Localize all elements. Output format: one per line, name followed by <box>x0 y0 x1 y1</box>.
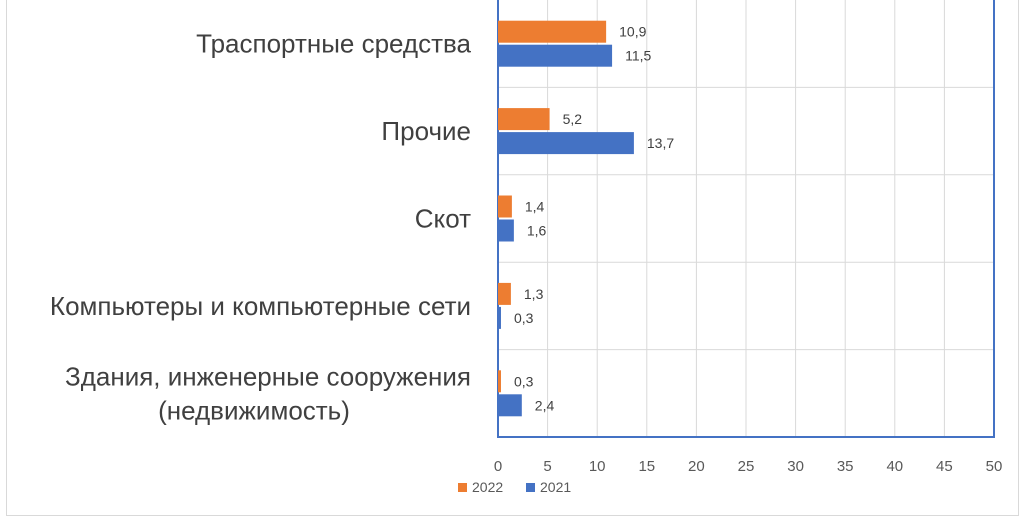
data-label: 0,3 <box>514 310 534 326</box>
bar-2022 <box>498 370 501 393</box>
x-tick-label: 10 <box>589 458 606 475</box>
x-tick-label: 25 <box>738 458 755 475</box>
x-tick-label: 40 <box>886 458 903 475</box>
bar-2021 <box>498 394 522 417</box>
x-tick-label: 45 <box>936 458 953 475</box>
x-tick-label: 50 <box>986 458 1003 475</box>
x-tick-label: 35 <box>837 458 854 475</box>
legend-label: 2022 <box>472 479 503 495</box>
bar-2021 <box>498 219 514 242</box>
data-label: 1,4 <box>525 199 545 215</box>
bar-2021 <box>498 44 613 67</box>
legend-swatch-2022 <box>458 483 467 492</box>
x-tick-label: 15 <box>638 458 655 475</box>
bar-2021 <box>498 132 634 155</box>
x-tick-label: 20 <box>688 458 705 475</box>
legend-label: 2021 <box>540 479 571 495</box>
bar-2021 <box>498 306 501 329</box>
x-tick-label: 0 <box>494 458 502 475</box>
data-label: 0,3 <box>514 373 534 389</box>
data-label: 1,6 <box>527 223 547 239</box>
bar-2022 <box>498 108 550 131</box>
bar-2022 <box>498 282 511 305</box>
bar-2022 <box>498 20 607 43</box>
legend-swatch-2021 <box>526 483 535 492</box>
data-label: 11,5 <box>625 48 651 64</box>
category-label: Здания, инженерные сооружения <box>65 361 471 391</box>
bar-2022 <box>498 195 512 218</box>
data-label: 1,3 <box>524 286 544 302</box>
data-label: 2,4 <box>535 397 555 413</box>
data-label: 10,9 <box>619 24 646 40</box>
category-label: (недвижимость) <box>158 395 350 425</box>
x-tick-label: 5 <box>543 458 551 475</box>
category-label: Прочие <box>381 116 471 146</box>
x-tick-label: 30 <box>787 458 804 475</box>
category-label: Компьютеры и компьютерные сети <box>50 291 471 321</box>
category-label: Траспортные средства <box>196 29 471 59</box>
data-label: 5,2 <box>563 111 583 127</box>
data-label: 13,7 <box>647 135 674 151</box>
category-label: Скот <box>415 204 471 234</box>
chart-frame <box>6 0 1019 516</box>
